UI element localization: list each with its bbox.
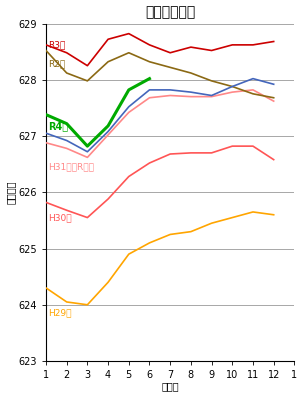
Text: R3年: R3年 (48, 40, 65, 49)
Text: R2年: R2年 (48, 60, 65, 69)
X-axis label: （月）: （月） (161, 382, 179, 391)
Title: 月別人口推移: 月別人口推移 (145, 6, 195, 19)
Text: H29年: H29年 (48, 309, 71, 318)
Text: H30年: H30年 (48, 213, 71, 222)
Text: H31年・R元年: H31年・R元年 (48, 162, 94, 172)
Text: R4年: R4年 (48, 121, 68, 131)
Y-axis label: （万人）: （万人） (5, 181, 15, 204)
